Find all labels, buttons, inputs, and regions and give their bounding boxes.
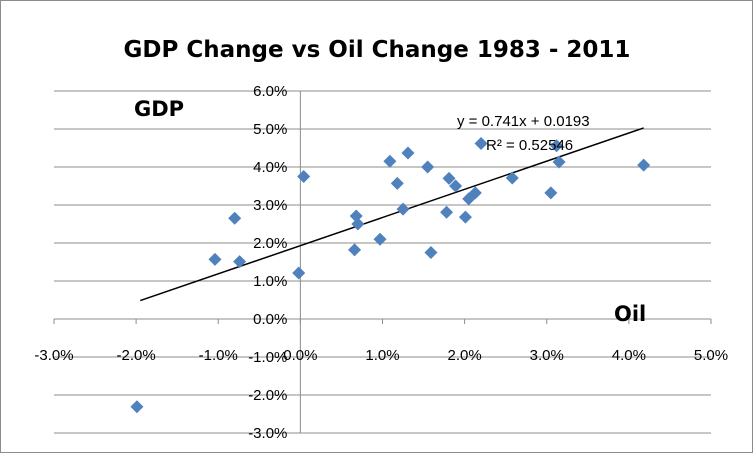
data-point [552, 155, 566, 169]
data-point [297, 170, 311, 183]
y-tick-label: -2.0% [248, 387, 287, 404]
x-tick-label: -2.0% [117, 347, 156, 364]
y-tick-label: 0.0% [253, 311, 287, 328]
x-tick-labels: -3.0% -2.0% -1.0% 0.0% 1.0% 2.0% 3.0% 4.0% 5.0% [34, 347, 728, 364]
data-point [390, 176, 404, 190]
data-point [424, 246, 438, 259]
data-points [130, 136, 651, 414]
data-point [474, 136, 488, 150]
data-point [468, 186, 482, 200]
y-tick-label: 6.0% [253, 83, 287, 100]
data-point [373, 232, 387, 246]
data-point [550, 139, 564, 153]
trendline-r-squared: R² = 0.52546 [486, 137, 573, 154]
y-tick-label: -3.0% [248, 425, 287, 442]
data-point [292, 266, 306, 280]
data-point [401, 146, 415, 160]
data-point [348, 243, 362, 257]
data-point [396, 202, 410, 216]
y-axis-label: GDP [134, 97, 184, 121]
y-tick-labels: -3.0% -2.0% -1.0% 0.0% 1.0% 2.0% 3.0% 4.0% 5.0% 6… [248, 83, 287, 442]
x-tick-label: 4.0% [612, 347, 646, 364]
x-tick-label: 5.0% [694, 347, 728, 364]
trendline-equation: y = 0.741x + 0.0193 [457, 113, 590, 130]
grid-lines [54, 90, 711, 434]
data-point [228, 211, 242, 225]
axes [53, 90, 712, 434]
y-tick-label: 2.0% [253, 235, 287, 252]
x-tick-label: -1.0% [199, 347, 238, 364]
data-point [233, 255, 247, 269]
data-point [351, 217, 365, 231]
x-tick-label: 3.0% [530, 347, 564, 364]
data-point [505, 171, 519, 185]
data-point [421, 160, 435, 174]
x-tick-label: 2.0% [448, 347, 482, 364]
y-tick-label: 5.0% [253, 121, 287, 138]
x-tick-label: 1.0% [365, 347, 399, 364]
data-point [544, 186, 558, 200]
chart-title: GDP Change vs Oil Change 1983 - 2011 [124, 37, 631, 63]
y-tick-label: 3.0% [253, 197, 287, 214]
x-tick-label: 0.0% [283, 347, 317, 364]
data-point [130, 400, 144, 414]
y-tick-label: 4.0% [253, 159, 287, 176]
data-point [442, 171, 456, 185]
data-point [637, 158, 651, 172]
data-point [458, 210, 472, 224]
data-point [449, 179, 463, 193]
data-point [440, 205, 454, 219]
data-point [383, 154, 397, 168]
x-tick-label: -3.0% [34, 347, 73, 364]
y-tick-label: 1.0% [253, 273, 287, 290]
data-point [208, 252, 222, 266]
x-axis-label: Oil [614, 302, 646, 326]
y-tick-label: -1.0% [248, 349, 287, 366]
